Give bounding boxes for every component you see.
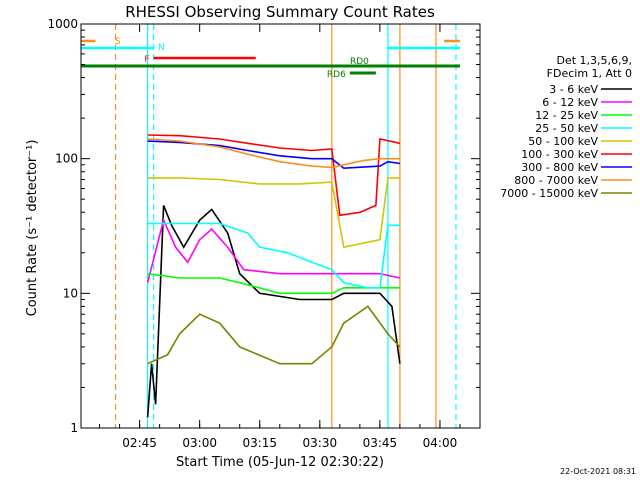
legend-entry-label: 50 - 100 keV — [528, 135, 598, 148]
x-tick-label: 03:30 — [303, 436, 338, 450]
flag-label-rd6: RD6 — [327, 70, 346, 80]
series-line-1 — [146, 217, 401, 283]
y-axis-label: Count Rate (s⁻¹ detector⁻¹) — [25, 140, 40, 317]
series-line-8 — [147, 305, 401, 365]
x-tick-label: 03:45 — [363, 436, 398, 450]
series-lines — [146, 134, 401, 418]
legend-entry-label: 6 - 12 keV — [542, 96, 598, 109]
legend-entry-label: 3 - 6 keV — [549, 83, 598, 96]
legend-entry-label: 25 - 50 keV — [535, 122, 598, 135]
x-axis-label: Start Time (05-Jun-12 02:30:22) — [176, 455, 384, 470]
flag-label-n: N — [158, 43, 165, 53]
legend-entry-label: 300 - 800 keV — [521, 161, 598, 174]
chart-title: RHESSI Observing Summary Count Rates — [125, 3, 435, 21]
x-tick-label: 04:00 — [423, 436, 458, 450]
legend-entry-label: 800 - 7000 keV — [514, 174, 598, 187]
flag-label-f: F — [144, 55, 149, 65]
series-line-6 — [147, 140, 401, 170]
legend-header-line-0: Det 1,3,5,6,9, — [556, 54, 632, 67]
x-tick-label: 03:15 — [242, 436, 277, 450]
x-tick-label: 03:00 — [182, 436, 217, 450]
y-tick-label: 10 — [63, 286, 78, 300]
series-line-2 — [147, 272, 400, 295]
series-line-4 — [147, 177, 400, 249]
axes: 02:45 03:00 03:15 03:30 03:45 04:00 1 10 100 1000 — [47, 17, 481, 450]
timestamp-label: 22-Oct-2021 08:31 — [560, 467, 636, 476]
y-tick-label: 1000 — [47, 17, 78, 31]
flag-label-rd0: RD0 — [350, 57, 369, 67]
series-line-5 — [147, 134, 401, 217]
legend: Det 1,3,5,6,9,FDecim 1, Att 0 3 - 6 keV6 … — [500, 54, 632, 200]
flag-label-s: S — [115, 37, 121, 47]
legend-entry-label: 12 - 25 keV — [535, 109, 598, 122]
legend-header-line-1: FDecim 1, Att 0 — [547, 67, 632, 80]
series-line-3 — [147, 222, 400, 289]
y-tick-label: 100 — [55, 152, 78, 166]
series-line-0 — [146, 205, 401, 418]
plot-frame — [80, 23, 481, 429]
series-line-7 — [147, 138, 400, 169]
y-tick-label: 1 — [70, 421, 78, 435]
legend-entry-label: 7000 - 15000 keV — [500, 187, 598, 200]
legend-entry-label: 100 - 300 keV — [521, 148, 598, 161]
x-tick-label: 02:45 — [122, 436, 157, 450]
observing-flags: S NF RD0 RD6 — [81, 37, 460, 80]
